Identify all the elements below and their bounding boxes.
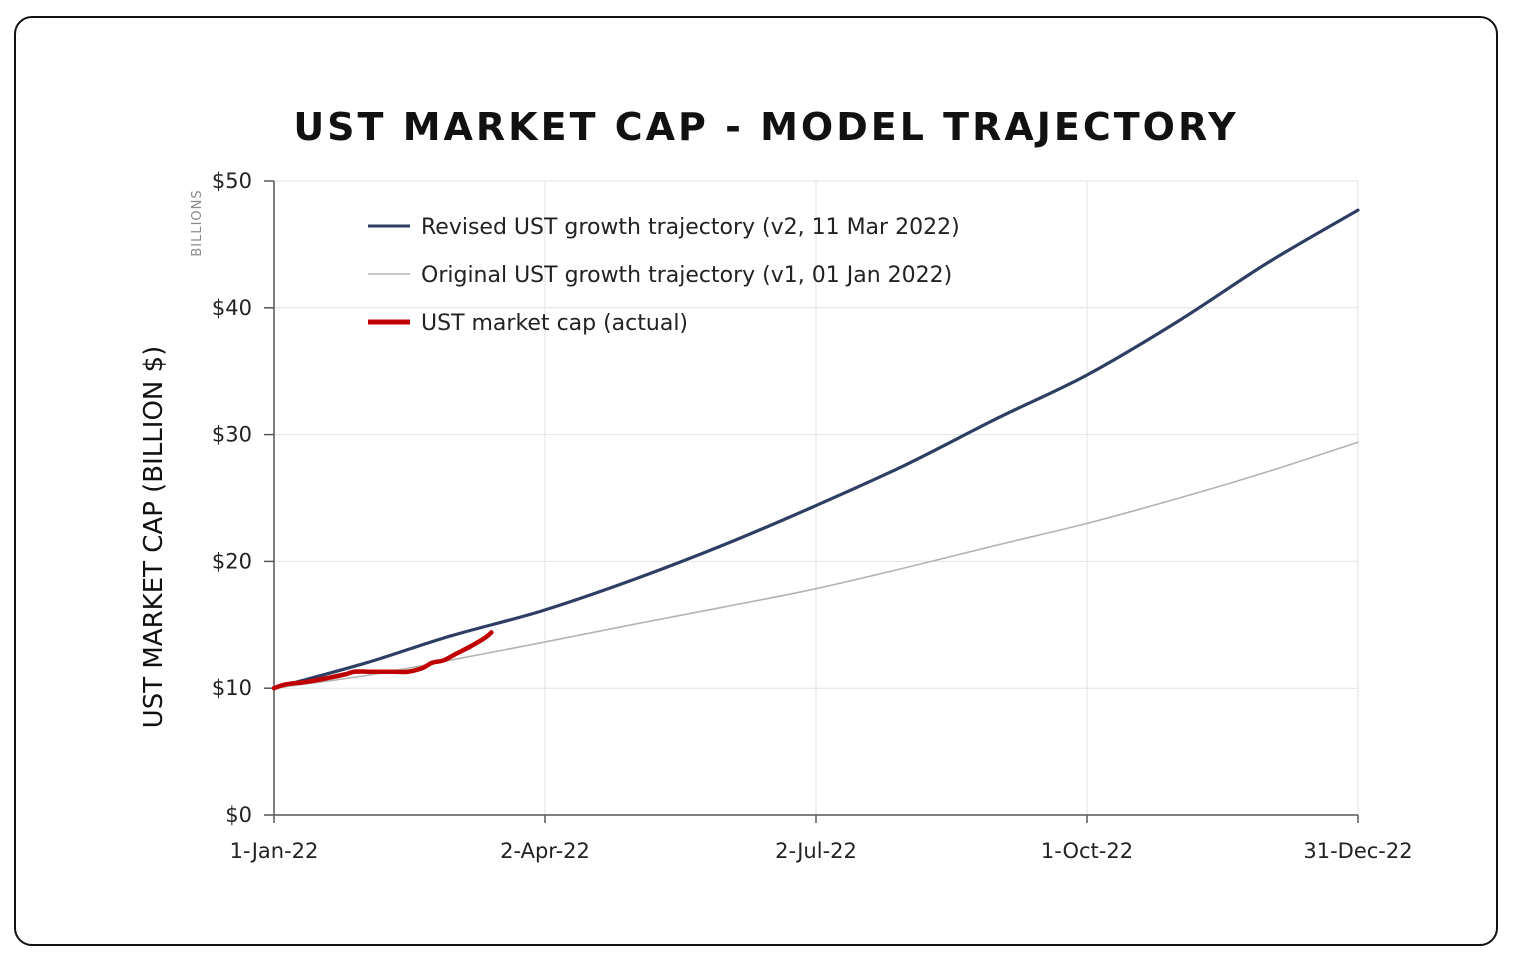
legend: Revised UST growth trajectory (v2, 11 Ma… [368,215,960,336]
y-tick-label: $30 [212,423,252,447]
x-tick-label: 2-Jul-22 [775,839,857,863]
legend-label: UST market cap (actual) [421,311,688,336]
revised-trajectory-line [272,208,1360,690]
y-tick-label: $10 [212,676,252,700]
x-tick-label: 1-Jan-22 [230,839,319,863]
y-tick-label: $0 [225,803,252,827]
x-tick-label: 1-Oct-22 [1041,839,1133,863]
chart-title: UST MARKET CAP - MODEL TRAJECTORY [293,105,1238,149]
x-tick-label: 31-Dec-22 [1303,839,1412,863]
legend-label: Revised UST growth trajectory (v2, 11 Ma… [421,215,960,240]
legend-label: Original UST growth trajectory (v1, 01 J… [421,263,952,288]
y-tick-label: $50 [212,169,252,193]
original-trajectory-line [273,441,1359,689]
actual-market-cap-line [271,630,494,691]
grid [274,180,1359,815]
y-tick-label: $20 [212,549,252,573]
axes: $0 $10 $20 $30 $40 $50 1-Jan-22 2-Apr-22 2-Jul-2… [212,169,1413,863]
x-tick-label: 2-Apr-22 [500,839,590,863]
y-units-label: BILLIONS [190,189,205,256]
chart-frame [14,16,1498,946]
y-axis-label: UST MARKET CAP (BILLION $) [139,346,169,729]
series-layer [271,208,1360,691]
y-tick-label: $40 [212,296,252,320]
